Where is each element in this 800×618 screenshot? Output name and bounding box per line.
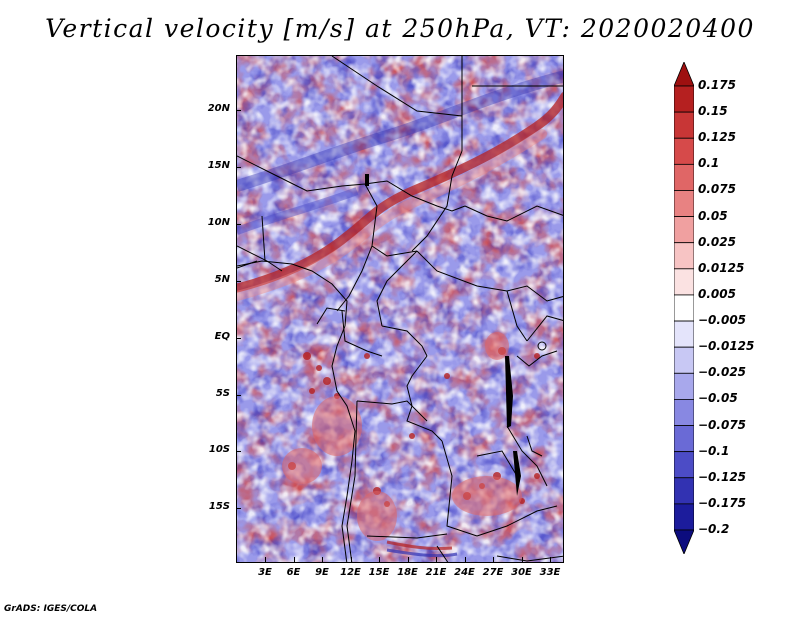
- lon-label: 6E: [286, 567, 301, 578]
- lon-label: 33E: [539, 567, 561, 578]
- colorbar: [674, 62, 694, 554]
- colorbar-swatch: [674, 399, 694, 426]
- lon-label: 12E: [340, 567, 361, 578]
- colorbar-swatch: [674, 163, 694, 191]
- lon-tick: [407, 557, 409, 562]
- lon-label: 18E: [397, 567, 418, 578]
- colorbar-label: −0.075: [698, 417, 747, 432]
- lakes: [365, 174, 547, 496]
- lat-label: 5N: [214, 273, 230, 285]
- lon-label: 9E: [315, 567, 329, 578]
- lat-tick: [236, 166, 241, 168]
- lat-label: 10N: [207, 216, 230, 228]
- lon-label: 21E: [425, 567, 447, 578]
- lon-label: 27E: [482, 567, 504, 578]
- colorbar-label: 0.005: [698, 286, 736, 301]
- lat-tick: [236, 280, 241, 282]
- colorbar-swatch: [674, 137, 694, 165]
- colorbar-label: 0.125: [698, 130, 736, 145]
- ascent-band: [237, 91, 563, 293]
- colorbar-label: −0.2: [698, 522, 730, 536]
- colorbar-label: −0.05: [698, 391, 738, 406]
- lat-tick: [236, 508, 241, 510]
- lon-tick: [493, 557, 494, 562]
- lon-tick: [322, 557, 323, 562]
- lon-tick: [293, 557, 295, 562]
- lat-tick: [236, 394, 241, 396]
- colorbar-label: −0.175: [698, 495, 747, 510]
- colorbar-label: 0.025: [698, 234, 736, 249]
- colorbar-swatch: [674, 111, 694, 139]
- colorbar-swatch: [674, 477, 694, 505]
- lon-label: 30E: [511, 567, 532, 578]
- lon-tick: [521, 557, 523, 562]
- colorbar-label: −0.005: [698, 313, 747, 328]
- lat-label: 15N: [207, 159, 230, 171]
- colorbar-swatch: [674, 425, 694, 453]
- lat-tick: [236, 337, 241, 339]
- colorbar-swatch: [674, 503, 694, 531]
- lon-tick: [436, 557, 437, 562]
- lat-tick: [236, 223, 241, 225]
- lat-label: 10S: [208, 444, 230, 456]
- lon-label: 15E: [368, 567, 390, 578]
- colorbar-label: 0.05: [698, 208, 728, 223]
- colorbar-swatch: [674, 320, 694, 348]
- colorbar-label: −0.1: [698, 443, 730, 458]
- vertical-velocity-map: [236, 55, 564, 563]
- grads-credit: GrADS: IGES/COLA: [4, 604, 98, 614]
- lat-label: 15S: [208, 501, 230, 513]
- map-title: Vertical velocity [m/s] at 250hPa, VT: 2…: [45, 14, 755, 43]
- colorbar-label: 0.175: [698, 78, 736, 92]
- colorbar-label: 0.15: [698, 104, 728, 119]
- country-borders: [237, 56, 563, 562]
- colorbar-label: −0.125: [698, 469, 747, 484]
- lat-label: 20N: [207, 103, 230, 114]
- lon-label: 3E: [258, 567, 272, 578]
- colorbar-label: 0.0125: [698, 260, 745, 275]
- lat-label: 5S: [215, 387, 230, 399]
- colorbar-label: 0.1: [698, 156, 720, 171]
- coastline: [237, 260, 356, 562]
- lon-tick: [379, 557, 380, 562]
- lon-tick: [265, 557, 266, 562]
- colorbar-swatch: [674, 62, 694, 87]
- lon-tick: [350, 557, 352, 562]
- colorbar-swatch: [674, 451, 694, 479]
- lon-tick: [464, 557, 466, 562]
- colorbar-swatch: [674, 294, 694, 322]
- colorbar-swatch: [674, 216, 694, 244]
- colorbar-label: −0.0125: [698, 339, 755, 354]
- lat-tick: [236, 110, 241, 111]
- colorbar-swatch: [674, 190, 694, 217]
- lon-label: 24E: [454, 567, 475, 578]
- colorbar-swatch: [674, 372, 694, 400]
- lon-tick: [550, 557, 551, 562]
- colorbar-swatch: [674, 529, 694, 554]
- colorbar-label: 0.075: [698, 182, 736, 197]
- colorbar-swatch: [674, 268, 694, 296]
- colorbar-label: −0.025: [698, 365, 747, 380]
- lat-tick: [236, 451, 241, 453]
- colorbar-swatch: [674, 85, 694, 113]
- colorbar-swatch: [674, 242, 694, 270]
- lat-label: EQ: [214, 330, 230, 342]
- colorbar-swatch: [674, 346, 694, 374]
